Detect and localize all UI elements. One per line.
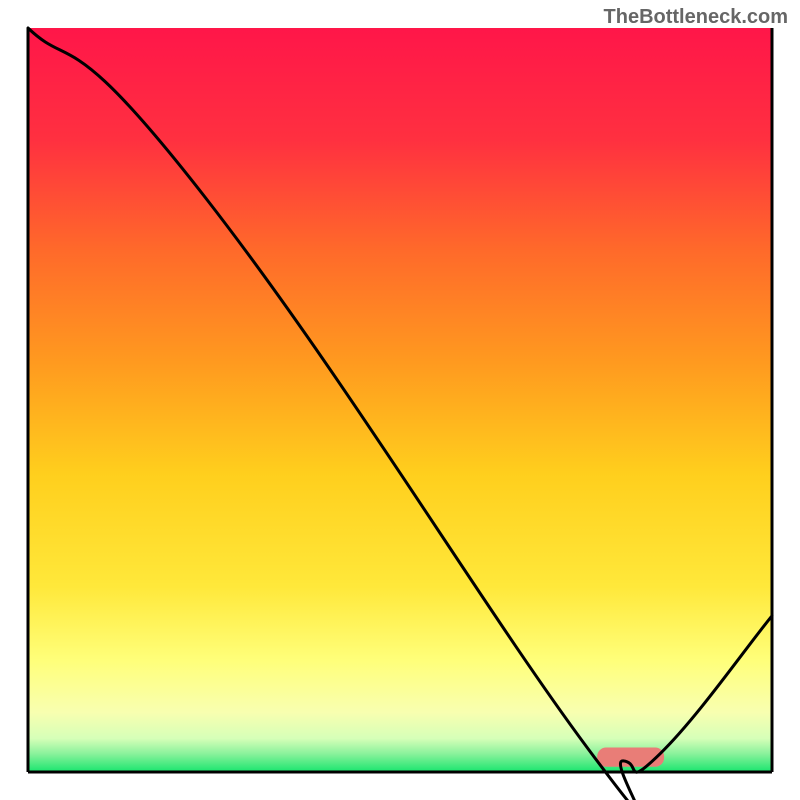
chart-svg xyxy=(0,0,800,800)
plot-background xyxy=(28,28,772,772)
attribution-text: TheBottleneck.com xyxy=(604,6,788,29)
chart-container: TheBottleneck.com xyxy=(0,0,800,800)
